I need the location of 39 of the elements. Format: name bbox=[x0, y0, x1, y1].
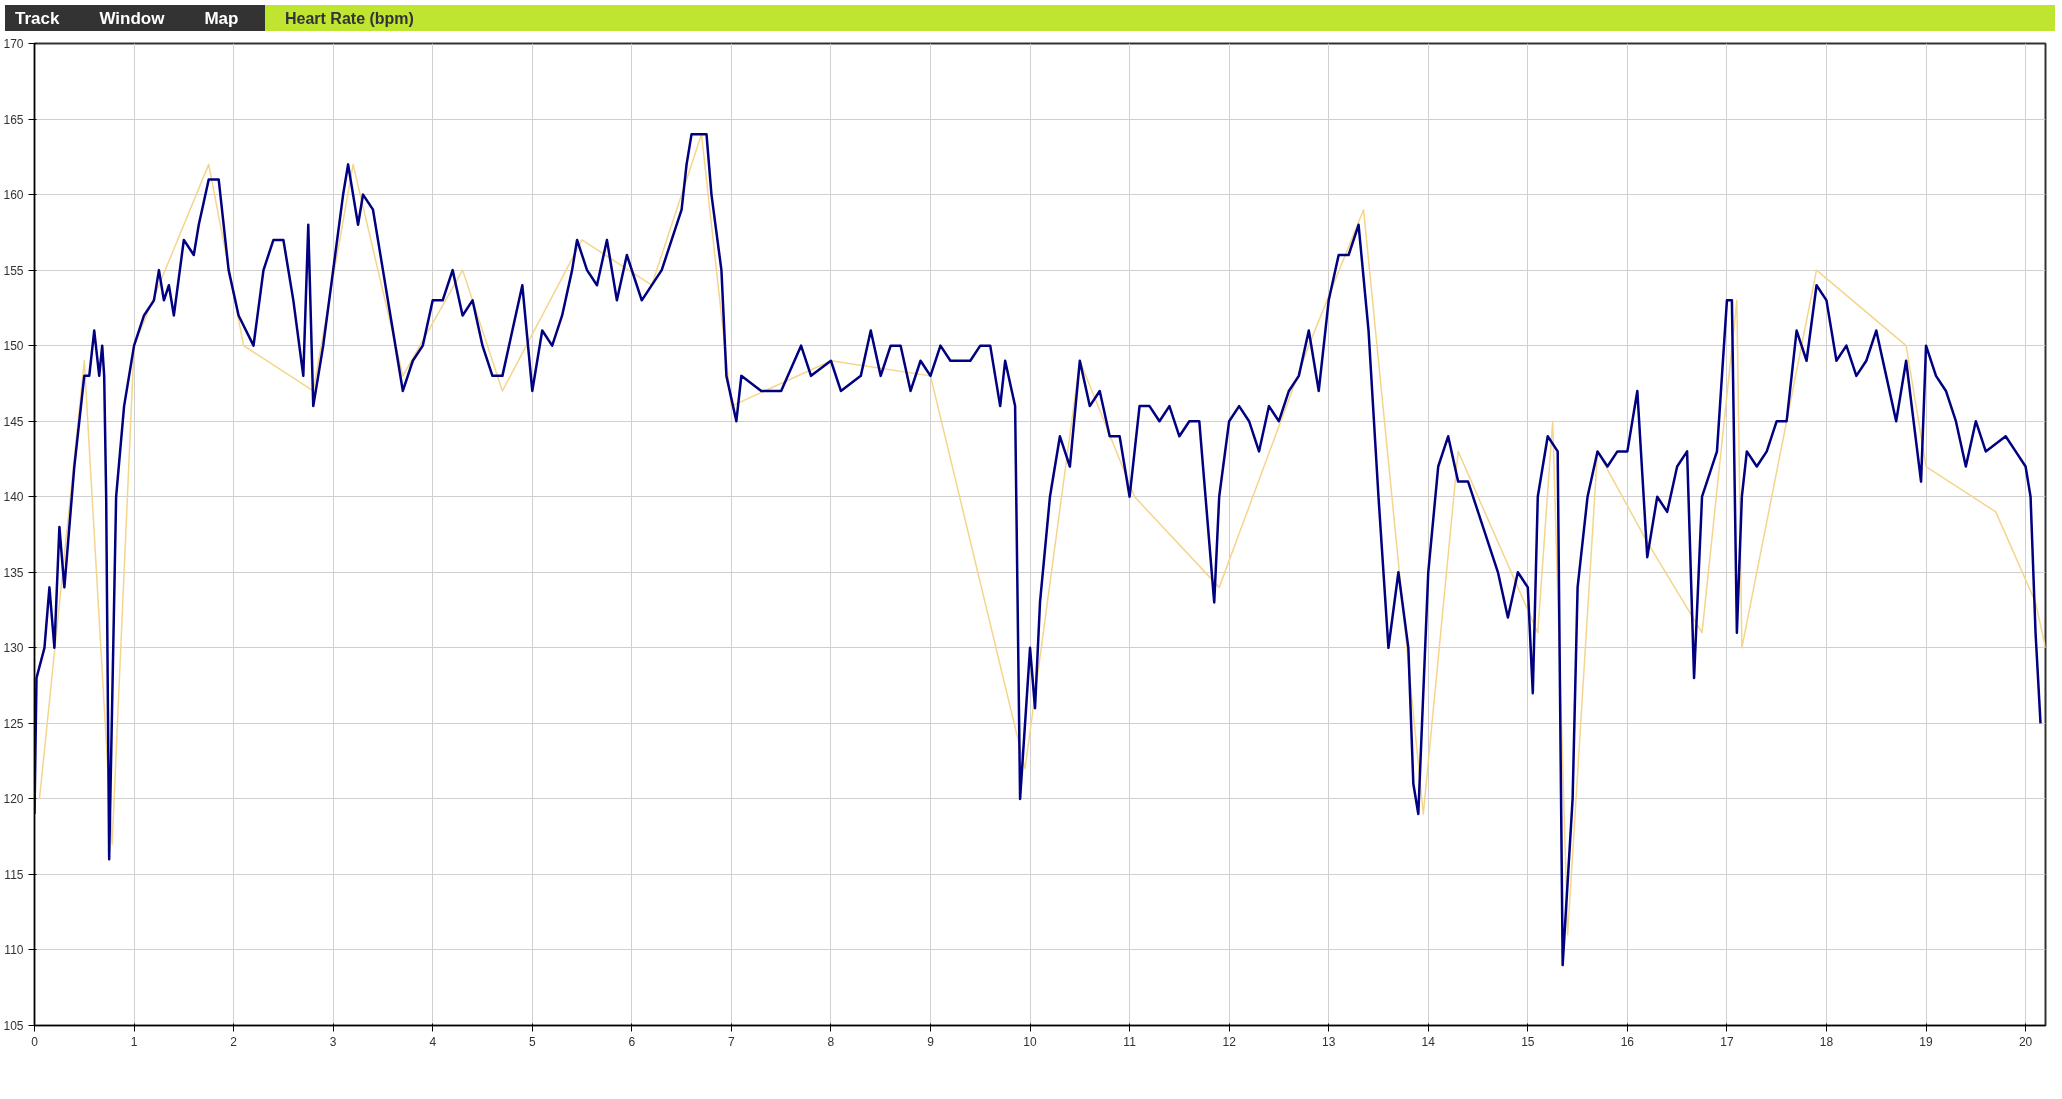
x-tick-label: 15 bbox=[1521, 1034, 1535, 1049]
x-tick-label: 10 bbox=[1023, 1034, 1038, 1049]
x-tick-label: 11 bbox=[1123, 1034, 1137, 1049]
y-tick-label: 145 bbox=[3, 414, 24, 429]
x-tick-label: 9 bbox=[927, 1034, 935, 1049]
x-tick-label: 20 bbox=[2018, 1034, 2033, 1049]
chart-title: Heart Rate (bpm) bbox=[265, 5, 2055, 31]
x-tick-label: 5 bbox=[528, 1034, 536, 1049]
y-tick-label: 130 bbox=[3, 641, 24, 656]
text: Track bbox=[15, 9, 60, 28]
y-tick-label: 150 bbox=[3, 339, 24, 354]
text: Window bbox=[99, 9, 165, 28]
y-tick-label: 135 bbox=[3, 565, 24, 580]
x-tick-label: 0 bbox=[31, 1034, 39, 1049]
y-tick-label: 160 bbox=[3, 188, 24, 203]
y-tick-label: 115 bbox=[4, 867, 24, 882]
x-tick-label: 14 bbox=[1421, 1034, 1436, 1049]
x-tick-label: 12 bbox=[1222, 1034, 1237, 1049]
x-tick-label: 3 bbox=[329, 1034, 337, 1049]
x-tick-label: 7 bbox=[728, 1034, 736, 1049]
y-tick-label: 155 bbox=[3, 263, 24, 278]
y-tick-label: 140 bbox=[3, 490, 24, 505]
x-tick-label: 1 bbox=[130, 1034, 138, 1049]
y-tick-label: 125 bbox=[3, 716, 24, 731]
x-tick-label: 8 bbox=[827, 1034, 835, 1049]
text: Map bbox=[204, 9, 239, 28]
y-tick-label: 120 bbox=[3, 792, 24, 807]
x-tick-label: 2 bbox=[230, 1034, 238, 1049]
y-tick-label: 105 bbox=[3, 1019, 24, 1033]
y-tick-label: 170 bbox=[3, 37, 24, 51]
x-tick-label: 4 bbox=[429, 1034, 437, 1049]
x-tick-label: 6 bbox=[628, 1034, 636, 1049]
y-tick-label: 110 bbox=[4, 943, 24, 958]
x-tick-label: 16 bbox=[1620, 1034, 1635, 1049]
y-tick-label: 165 bbox=[3, 112, 24, 127]
x-tick-label: 18 bbox=[1819, 1034, 1834, 1049]
x-tick-label: 13 bbox=[1322, 1034, 1336, 1049]
x-tick-label: 17 bbox=[1720, 1034, 1734, 1049]
x-tick-label: 19 bbox=[1919, 1034, 1934, 1049]
